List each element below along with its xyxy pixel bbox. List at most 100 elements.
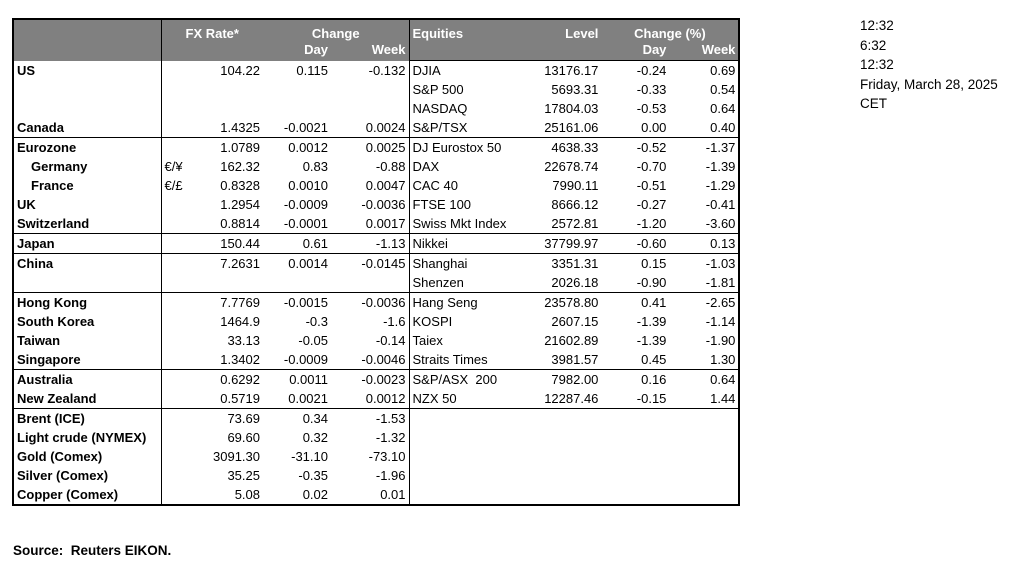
fx-pair-symbol: €/¥ (160, 157, 191, 176)
equity-level: 25161.06 (509, 118, 602, 138)
header-blank (160, 42, 191, 61)
equity-level: 8666.12 (551, 197, 599, 212)
fx-rate-value: 1.0789 (220, 140, 260, 155)
equity-level: 3981.57 (509, 350, 602, 370)
equity-change-week: -1.03 (705, 256, 736, 271)
equity-name: Shenzen (408, 273, 510, 293)
equity-change-week: 0.64 (710, 101, 736, 116)
table-header: FX Rate* Change Equities Level Change (%… (13, 19, 740, 61)
fx-rate-value: 1.3402 (191, 350, 263, 370)
equity-name: CAC 40 (408, 176, 510, 195)
equity-level: 2607.15 (551, 314, 599, 329)
fx-change-day: 0.0012 (288, 140, 328, 155)
fx-equities-table: FX Rate* Change Equities Level Change (%… (12, 18, 741, 506)
equity-change-day: 0.15 (641, 256, 667, 271)
equity-name: NZX 50 (408, 389, 510, 409)
timestamp-secondary: 6:32 (860, 37, 887, 53)
equity-change-week: -2.65 (705, 295, 736, 310)
fx-change-day: -0.0015 (283, 295, 328, 310)
table-row: S&P 500 5693.31 -0.33 0.54 (13, 80, 739, 99)
fx-rate-value (191, 80, 263, 99)
equity-change-day: 0.41 (641, 295, 667, 310)
equity-change-week: 0.40 (669, 118, 740, 138)
fx-rate-value: 1464.9 (220, 314, 260, 329)
fx-pair-symbol (160, 447, 191, 466)
fx-change-week: 0.0025 (365, 140, 406, 155)
equity-change-week: -1.90 (705, 333, 736, 348)
equity-level (509, 447, 601, 466)
equity-level: 7990.11 (552, 178, 599, 193)
equity-name: DJIA (408, 60, 510, 80)
fx-change-week (331, 273, 409, 293)
equity-level: 22678.74 (544, 159, 599, 174)
fx-rate-value: 0.8814 (191, 214, 263, 234)
fx-pair-symbol (160, 485, 191, 505)
region-name: Singapore (13, 350, 161, 370)
equity-change-day: -0.15 (601, 389, 670, 409)
equity-change-day: 0.16 (641, 372, 667, 387)
fx-change-week (331, 80, 409, 99)
equity-level: 37799.97 (509, 233, 602, 254)
table-row: Switzerland 0.8814 -0.0001 0.0017 Swiss Mkt … (13, 214, 740, 234)
region-name (13, 80, 161, 99)
fx-change-week: -0.0036 (361, 197, 406, 212)
equity-change-week: -1.81 (669, 273, 740, 293)
fx-rate-value: 162.32 (220, 159, 260, 174)
fx-rate-value: 73.69 (227, 411, 260, 426)
fx-change-week: -1.13 (331, 233, 409, 254)
equity-level: 4638.33 (551, 140, 599, 155)
table-row: Silver (Comex) 35.25 -0.35 -1.96 (13, 466, 739, 485)
fx-rate-value: 1.4325 (191, 118, 263, 138)
equity-name (408, 428, 510, 447)
equity-name: Nikkei (408, 233, 510, 254)
table-row: Japan 150.44 0.61 -1.13 Nikkei 37799.97 -0.60 0… (13, 233, 740, 254)
fx-rate-value: 5.08 (234, 487, 260, 502)
equity-change-day: -0.27 (636, 197, 667, 212)
region-name: Hong Kong (17, 295, 88, 310)
equity-name: S&P/TSX (408, 118, 510, 138)
equity-name (408, 447, 510, 466)
equity-change-day: -0.70 (636, 159, 667, 174)
equity-level (509, 466, 601, 485)
header-eq-week: Week (669, 42, 740, 61)
fx-pair-symbol (160, 312, 191, 331)
fx-change-day: -0.35 (298, 468, 328, 483)
header-fx-day: Day (263, 42, 331, 61)
table-row: Taiwan 33.13 -0.05 -0.14 Taiex 21602.89 -1.39 -… (13, 331, 739, 350)
table-row: Brent (ICE) 73.69 0.34 -1.53 (13, 408, 739, 428)
equity-change-week: 0.13 (669, 233, 740, 254)
region-name: Eurozone (17, 140, 77, 155)
fx-pair-symbol (160, 253, 191, 273)
equity-change-day: -0.33 (636, 82, 667, 97)
fx-change-week: -0.0145 (361, 256, 406, 271)
fx-rate-value: 0.6292 (220, 372, 260, 387)
region-name: Taiwan (17, 333, 61, 348)
equity-name (408, 466, 510, 485)
table-row: Gold (Comex) 3091.30 -31.10 -73.10 (13, 447, 739, 466)
equity-name: S&P/ASX 200 (408, 369, 510, 389)
fx-change-week: 0.0012 (331, 389, 409, 409)
table-row: NASDAQ 17804.03 -0.53 0.64 (13, 99, 739, 118)
fx-pair-symbol (160, 428, 191, 447)
fx-pair-symbol (160, 389, 191, 409)
equity-name: Shanghai (408, 253, 510, 273)
equity-change-week (669, 428, 739, 447)
table-row: Hong Kong 7.7769 -0.0015 -0.0036 Hang Seng 23… (13, 292, 739, 312)
fx-rate-value: 7.2631 (220, 256, 260, 271)
fx-change-week: -0.88 (375, 159, 406, 174)
header-level: Level (509, 19, 602, 42)
region-name: Canada (13, 118, 161, 138)
fx-change-week: -73.10 (368, 449, 406, 464)
equity-change-week: 0.69 (710, 63, 736, 78)
fx-pair-symbol (160, 369, 191, 389)
table-row: Shenzen 2026.18 -0.90 -1.81 (13, 273, 740, 293)
fx-change-day: 0.02 (302, 487, 328, 502)
fx-rate-value: 0.5719 (191, 389, 263, 409)
region-name: US (17, 62, 36, 78)
equity-change-day: -1.39 (636, 314, 667, 329)
table-row: Light crude (NYMEX) 69.60 0.32 -1.32 (13, 428, 739, 447)
fx-rate-value: 104.22 (220, 62, 260, 78)
fx-pair-symbol (160, 466, 191, 485)
fx-pair-symbol (160, 195, 191, 214)
